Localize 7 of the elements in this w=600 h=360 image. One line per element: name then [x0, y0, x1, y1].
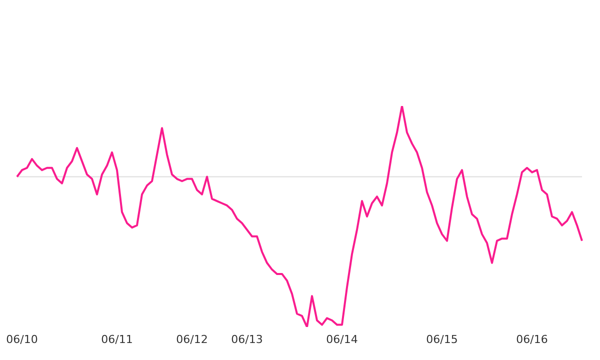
x-tick-label: 06/12: [176, 332, 208, 346]
x-tick-label: 06/15: [426, 332, 458, 346]
x-tick-label: 06/10: [6, 332, 38, 346]
x-tick-label: 06/11: [101, 332, 133, 346]
x-tick-label: 06/13: [231, 332, 263, 346]
x-tick-label: 06/14: [326, 332, 358, 346]
x-tick-label: 06/16: [516, 332, 548, 346]
